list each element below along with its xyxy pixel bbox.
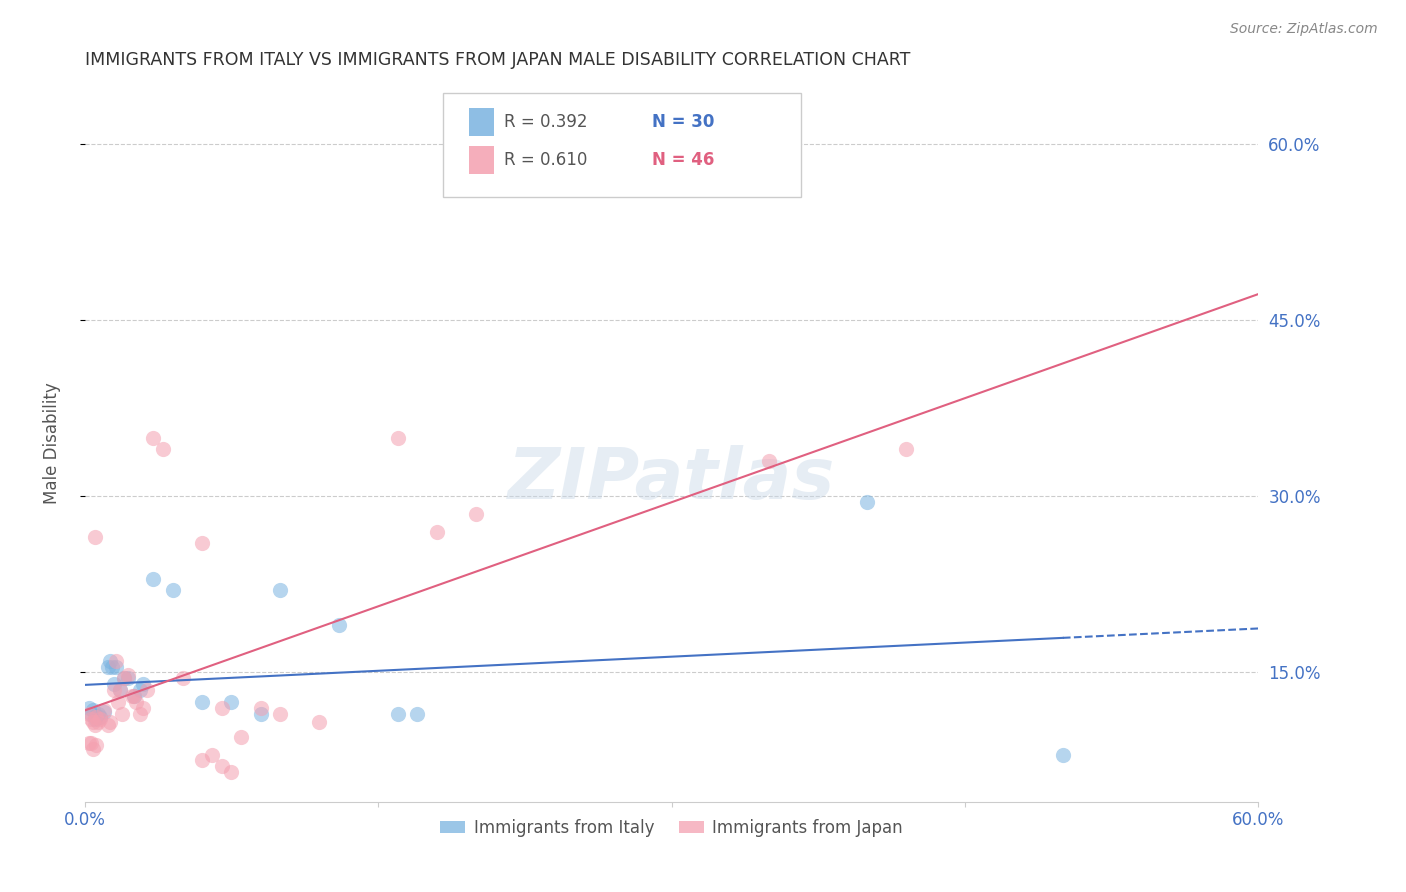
Text: R = 0.610: R = 0.610 xyxy=(503,151,588,169)
Point xyxy=(269,583,291,598)
Point xyxy=(117,667,139,681)
Point xyxy=(426,524,449,539)
Point xyxy=(128,683,150,698)
Point xyxy=(132,700,155,714)
Point xyxy=(152,442,174,457)
Point xyxy=(269,706,291,721)
Point xyxy=(162,583,184,598)
Point xyxy=(387,431,409,445)
Point xyxy=(142,431,165,445)
Point xyxy=(132,677,155,691)
Point xyxy=(201,747,224,762)
Point xyxy=(87,706,110,721)
Point xyxy=(896,442,918,457)
Text: IMMIGRANTS FROM ITALY VS IMMIGRANTS FROM JAPAN MALE DISABILITY CORRELATION CHART: IMMIGRANTS FROM ITALY VS IMMIGRANTS FROM… xyxy=(84,51,910,69)
Point xyxy=(108,683,131,698)
Point xyxy=(105,654,128,668)
Point xyxy=(89,713,111,727)
Point xyxy=(97,659,120,673)
Point xyxy=(86,709,108,723)
Point xyxy=(142,572,165,586)
FancyBboxPatch shape xyxy=(443,93,800,196)
Point xyxy=(124,695,146,709)
Point xyxy=(136,683,159,698)
Legend: Immigrants from Italy, Immigrants from Japan: Immigrants from Italy, Immigrants from J… xyxy=(433,812,910,843)
Point xyxy=(97,718,120,732)
Point xyxy=(308,714,330,729)
Point xyxy=(111,706,134,721)
Point xyxy=(122,689,145,703)
Point xyxy=(107,695,129,709)
Point xyxy=(89,710,111,724)
Point xyxy=(758,454,780,468)
Point xyxy=(191,695,214,709)
Point xyxy=(77,736,100,750)
Point xyxy=(82,703,104,717)
Text: N = 46: N = 46 xyxy=(651,151,714,169)
Point xyxy=(82,741,104,756)
Point xyxy=(121,689,143,703)
Point xyxy=(79,736,101,750)
Point xyxy=(98,654,121,668)
Point xyxy=(191,536,214,550)
Point xyxy=(211,759,233,773)
Point xyxy=(77,700,100,714)
Point xyxy=(191,754,214,768)
Y-axis label: Male Disability: Male Disability xyxy=(44,383,60,504)
Point xyxy=(86,738,108,752)
Text: N = 30: N = 30 xyxy=(651,113,714,131)
Point xyxy=(856,495,879,509)
Point xyxy=(93,703,115,717)
Point xyxy=(108,683,131,698)
Point xyxy=(112,671,135,685)
Point xyxy=(387,706,409,721)
Point xyxy=(122,689,145,703)
Point xyxy=(249,706,271,721)
Point xyxy=(112,671,135,685)
Point xyxy=(211,700,233,714)
Point xyxy=(328,618,350,632)
Point xyxy=(82,714,104,729)
Text: Source: ZipAtlas.com: Source: ZipAtlas.com xyxy=(1230,22,1378,37)
Bar xyxy=(468,109,495,136)
Point xyxy=(103,683,125,698)
Text: R = 0.392: R = 0.392 xyxy=(503,113,588,131)
Point xyxy=(1052,747,1074,762)
Point xyxy=(221,765,243,780)
Point xyxy=(465,507,488,521)
Point xyxy=(231,730,253,744)
Point xyxy=(128,706,150,721)
Bar xyxy=(468,146,495,174)
Point xyxy=(249,700,271,714)
Point xyxy=(86,710,108,724)
Point xyxy=(98,714,121,729)
Point xyxy=(101,659,124,673)
Text: ZIPatlas: ZIPatlas xyxy=(508,445,835,514)
Point xyxy=(103,677,125,691)
Point xyxy=(79,706,101,721)
Point xyxy=(105,659,128,673)
Point xyxy=(87,714,110,729)
Point xyxy=(79,713,101,727)
Point xyxy=(117,671,139,685)
Point xyxy=(172,671,194,685)
Point xyxy=(221,695,243,709)
Point xyxy=(406,706,429,721)
Point xyxy=(83,718,105,732)
Point xyxy=(77,706,100,721)
Point xyxy=(83,713,105,727)
Point xyxy=(93,706,115,720)
Point xyxy=(83,531,105,545)
